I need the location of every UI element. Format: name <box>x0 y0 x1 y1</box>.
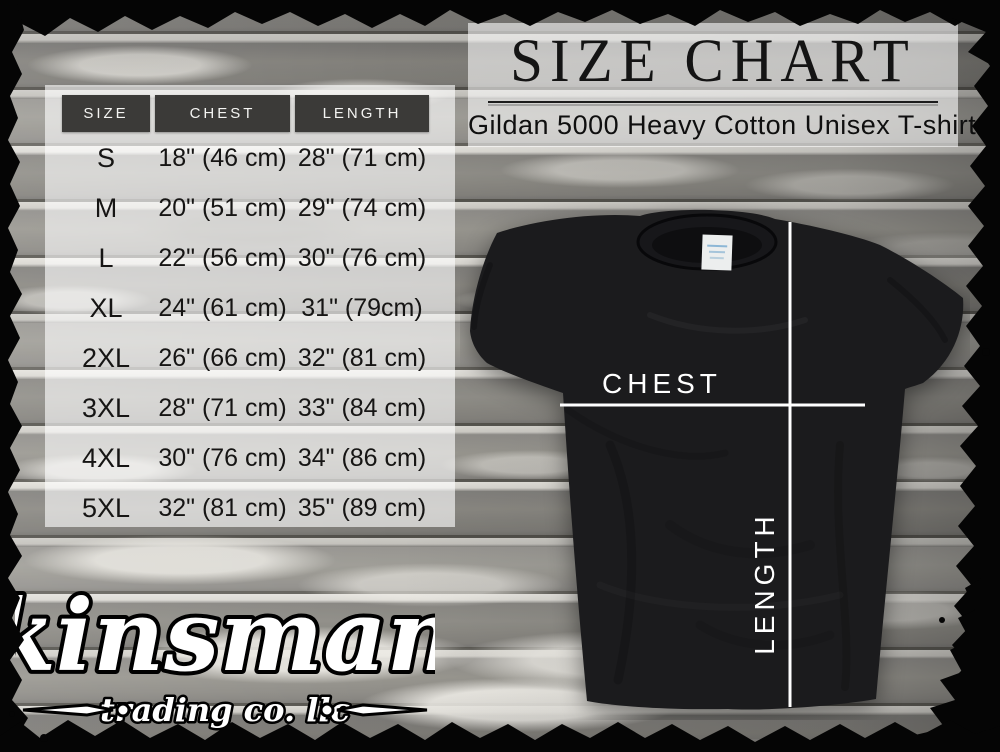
ink-dot <box>40 734 48 742</box>
tag-print-line <box>708 250 726 254</box>
neck-tag <box>701 234 733 271</box>
size-cell: 4XL <box>81 442 131 473</box>
tshirt-body <box>470 209 964 710</box>
tag-print-line <box>707 244 728 248</box>
chest-cell: 26" (66 cm) <box>158 343 287 372</box>
length-label: LENGTH <box>749 511 780 655</box>
title-underline <box>488 101 938 103</box>
tag-print-line <box>709 256 724 260</box>
table-row: 4XL 30" (76 cm) 34" (86 cm) <box>62 433 455 483</box>
brand-logo: kinsman trading co. llc <box>0 558 462 748</box>
chest-cell: 28" (71 cm) <box>158 393 287 422</box>
left-dot-ornament <box>115 702 131 718</box>
size-cell: 3XL <box>81 392 131 423</box>
right-arrow-ornament <box>336 703 428 717</box>
size-table-body: S 18" (46 cm) 28" (71 cm) M 20" (51 cm) … <box>45 133 455 533</box>
chest-cell: 18" (46 cm) <box>158 143 287 172</box>
ink-dot <box>9 711 15 717</box>
size-cell: XL <box>89 292 123 323</box>
length-cell: 35" (89 cm) <box>297 493 427 522</box>
size-table-header-row: SIZE CHEST LENGTH <box>45 85 455 132</box>
tshirt-svg: CHEST LENGTH <box>470 209 964 710</box>
tagline-ornaments <box>22 702 428 718</box>
chest-cell: 20" (51 cm) <box>158 193 287 222</box>
tshirt-silhouette <box>470 209 964 710</box>
length-cell: 30" (76 cm) <box>297 243 427 272</box>
chest-cell: 22" (56 cm) <box>158 243 287 272</box>
logo-tagline: trading co. llc <box>100 691 350 729</box>
page-title: SIZE CHART <box>510 26 916 95</box>
header-length: LENGTH <box>295 95 429 132</box>
table-row: M 20" (51 cm) 29" (74 cm) <box>62 183 455 233</box>
logo-wordmark: kinsman <box>15 579 435 694</box>
chest-cell: 30" (76 cm) <box>158 443 287 472</box>
size-cell: S <box>96 142 115 173</box>
size-table-panel: SIZE CHEST LENGTH S 18" (46 cm) 28" (71 … <box>45 85 455 527</box>
table-row: L 22" (56 cm) 30" (76 cm) <box>62 233 455 283</box>
table-row: S 18" (46 cm) 28" (71 cm) <box>62 133 455 183</box>
length-cell: 33" (84 cm) <box>297 393 427 422</box>
chest-cell: 24" (61 cm) <box>158 293 287 322</box>
size-cell: M <box>94 192 118 223</box>
chest-cell: 32" (81 cm) <box>158 493 287 522</box>
ink-dot <box>982 348 990 356</box>
right-dot-ornament <box>319 702 335 718</box>
size-cell: 5XL <box>81 492 131 523</box>
size-cell: 2XL <box>81 342 131 373</box>
table-row: 2XL 26" (66 cm) 32" (81 cm) <box>62 333 455 383</box>
page-subtitle: Gildan 5000 Heavy Cotton Unisex T-shirt <box>468 110 977 140</box>
left-arrow-ornament <box>22 703 114 717</box>
ink-dot <box>939 617 945 623</box>
header-chest: CHEST <box>155 95 290 132</box>
title-panel: SIZE CHART Gildan 5000 Heavy Cotton Unis… <box>468 23 977 147</box>
length-cell: 32" (81 cm) <box>297 343 427 372</box>
tshirt-diagram: CHEST LENGTH <box>460 195 970 720</box>
table-row: XL 24" (61 cm) 31" (79cm) <box>62 283 455 333</box>
chest-label: CHEST <box>602 368 722 399</box>
length-cell: 28" (71 cm) <box>297 143 427 172</box>
length-cell: 31" (79cm) <box>301 293 423 322</box>
header-size: SIZE <box>62 95 150 132</box>
fabric-folds <box>471 262 948 691</box>
table-row: 3XL 28" (71 cm) 33" (84 cm) <box>62 383 455 433</box>
size-cell: L <box>98 242 114 273</box>
table-row: 5XL 32" (81 cm) 35" (89 cm) <box>62 483 455 533</box>
length-cell: 34" (86 cm) <box>297 443 427 472</box>
brand-logo-svg: kinsman trading co. llc <box>0 575 462 732</box>
length-cell: 29" (74 cm) <box>297 193 427 222</box>
